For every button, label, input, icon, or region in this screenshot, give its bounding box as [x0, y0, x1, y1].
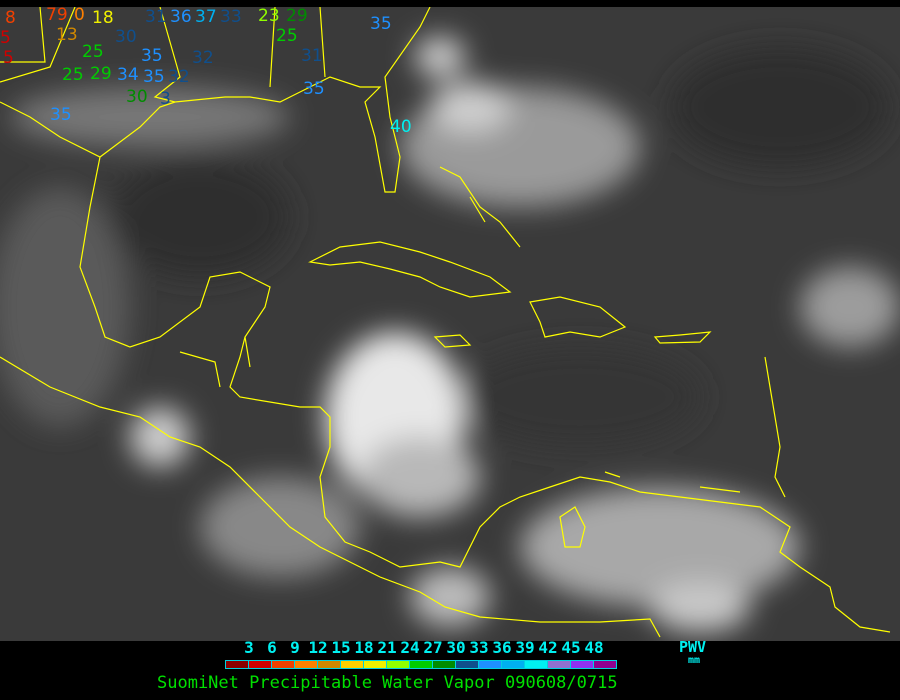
color-scale-swatch	[433, 661, 456, 668]
cloud-cover	[0, 37, 900, 632]
station-value: 32	[192, 48, 214, 68]
legend-unit: mm	[688, 655, 701, 666]
station-value: 35	[50, 105, 72, 125]
station-value: 31	[145, 7, 167, 27]
station-value: 31	[301, 46, 323, 66]
color-scale-swatch	[272, 661, 295, 668]
legend-tick-label: 45	[561, 638, 581, 657]
station-value: 35	[143, 67, 165, 87]
station-value: 25	[82, 42, 104, 62]
color-scale-swatch	[456, 661, 479, 668]
station-value: 36	[170, 7, 192, 27]
legend-tick-label: 3	[244, 638, 254, 657]
map-graphics	[0, 7, 900, 638]
station-value: 0	[74, 7, 85, 25]
legend-tick-label: 30	[446, 638, 466, 657]
station-value: 35	[303, 79, 325, 99]
station-value: 40	[390, 117, 412, 137]
color-scale-swatch	[410, 661, 433, 668]
color-scale-swatch	[387, 661, 410, 668]
color-scale-swatch	[318, 661, 341, 668]
legend-tick-label: 18	[354, 638, 374, 657]
station-value: 5	[3, 48, 14, 68]
color-scale-swatch	[295, 661, 318, 668]
legend-unit-title: PWV	[679, 638, 707, 656]
legend-tick-label: 12	[308, 638, 328, 657]
legend-tick-label: 42	[538, 638, 558, 657]
color-scale-bar	[225, 660, 617, 669]
legend-tick-label: 36	[492, 638, 512, 657]
legend-tick-label: 27	[423, 638, 443, 657]
station-value: 37	[195, 7, 217, 27]
legend-tick-label: 24	[400, 638, 420, 657]
station-value: 33	[220, 7, 242, 27]
legend-tick-label: 21	[377, 638, 397, 657]
legend-tick-label: 48	[584, 638, 604, 657]
station-value: 3	[160, 89, 171, 109]
coastlines	[0, 7, 891, 638]
color-scale-swatch	[548, 661, 571, 668]
legend-tick-label: 6	[267, 638, 277, 657]
color-scale-swatch	[502, 661, 525, 668]
legend-tick-label: 33	[469, 638, 489, 657]
station-value: 5	[0, 28, 11, 48]
station-value: 32	[168, 67, 190, 87]
legend-tick-label: 15	[331, 638, 351, 657]
station-value: 34	[117, 65, 139, 85]
color-scale-swatch	[479, 661, 502, 668]
color-scale-swatch	[364, 661, 387, 668]
station-value: 30	[126, 87, 148, 107]
color-scale-swatch	[525, 661, 548, 668]
station-value: 30	[115, 27, 137, 47]
station-value: 18	[92, 8, 114, 28]
color-scale-swatch	[226, 661, 249, 668]
station-value: 25	[276, 26, 298, 46]
legend-tick-label: 9	[290, 638, 300, 657]
color-scale-swatch	[249, 661, 272, 668]
station-value: 8	[5, 8, 16, 28]
map-caption: SuomiNet Precipitable Water Vapor 090608…	[157, 673, 618, 693]
color-scale-swatch	[341, 661, 364, 668]
color-scale-swatch	[594, 661, 616, 668]
station-value: 35	[370, 14, 392, 34]
station-value: 23	[258, 7, 280, 26]
station-value: 13	[56, 25, 78, 45]
satellite-map: 8 5 5 79 0 18 13 30 25 29 25 34 35 35 32…	[0, 7, 900, 641]
station-value: 79	[46, 7, 68, 25]
station-value: 35	[141, 46, 163, 66]
station-value: 25	[62, 65, 84, 85]
station-value: 29	[286, 7, 308, 26]
legend-tick-labels: 3 6 9 12 15 18 21 24 27 30 33 36 39 42 45 48	[0, 638, 900, 658]
station-value: 29	[90, 64, 112, 84]
color-scale-swatch	[571, 661, 594, 668]
legend-tick-label: 39	[515, 638, 535, 657]
